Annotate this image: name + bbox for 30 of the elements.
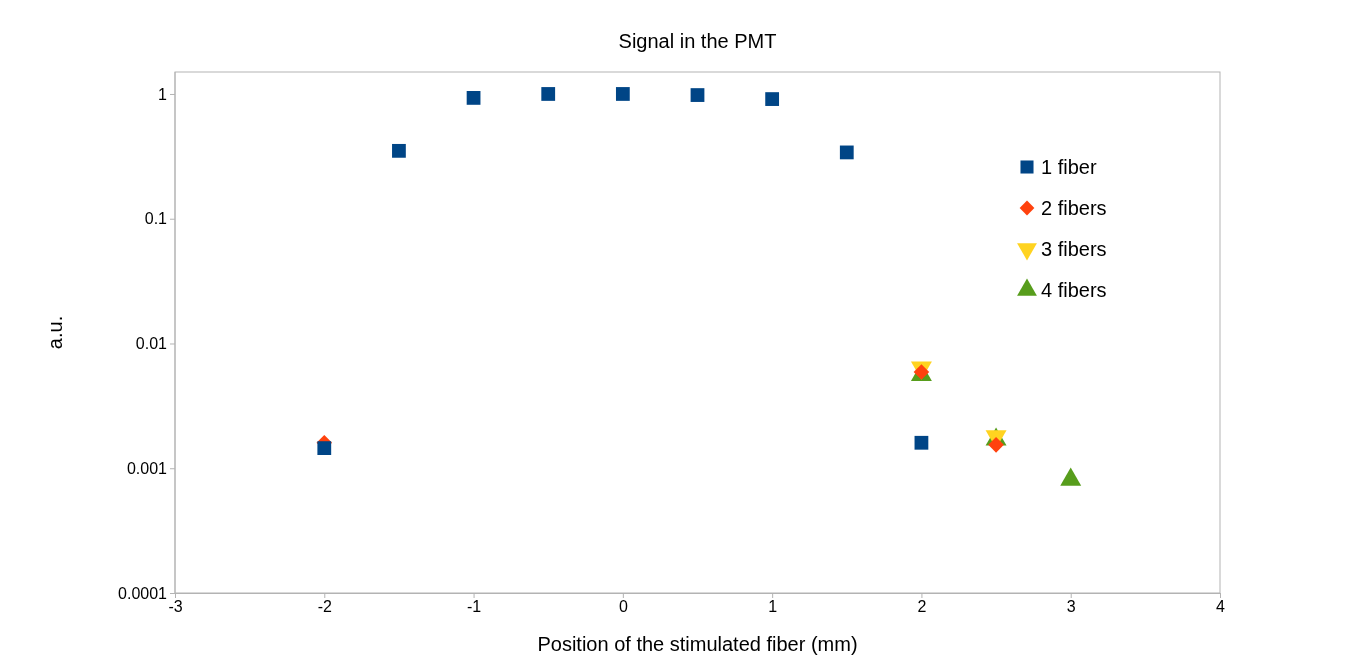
chart-title: Signal in the PMT <box>618 30 777 52</box>
x-tick-label: 2 <box>917 598 927 616</box>
x-tick-label: -2 <box>317 598 332 616</box>
point <box>615 87 630 101</box>
point <box>839 145 854 160</box>
legend-label: 2 fibers <box>1041 197 1107 219</box>
x-axis-title: Position of the stimulated fiber (mm) <box>537 633 858 655</box>
legend-label: 4 fibers <box>1041 279 1107 301</box>
x-tick-label: -1 <box>466 598 482 616</box>
x-tick-label: 3 <box>1066 598 1076 616</box>
point <box>914 435 929 450</box>
point <box>541 87 556 101</box>
legend-label: 1 fiber <box>1041 156 1097 178</box>
y-tick-label: 0.001 <box>126 459 168 477</box>
y-axis-title: a.u. <box>44 315 66 350</box>
point <box>317 441 332 455</box>
y-tick-label: 0.01 <box>135 335 168 353</box>
y-tick-label: 0.1 <box>144 210 168 228</box>
y-tick-label: 1 <box>158 85 168 103</box>
x-tick-label: 1 <box>768 598 778 616</box>
y-tick-label: 0.0001 <box>118 584 168 602</box>
point <box>466 91 481 105</box>
x-tick-label: -3 <box>168 598 183 616</box>
point <box>392 143 406 158</box>
point <box>690 88 705 102</box>
x-tick-label: 4 <box>1216 598 1226 616</box>
point <box>988 437 1004 453</box>
point <box>765 92 780 106</box>
x-tick-label: 0 <box>618 598 628 616</box>
legend-label: 3 fibers <box>1041 238 1107 260</box>
